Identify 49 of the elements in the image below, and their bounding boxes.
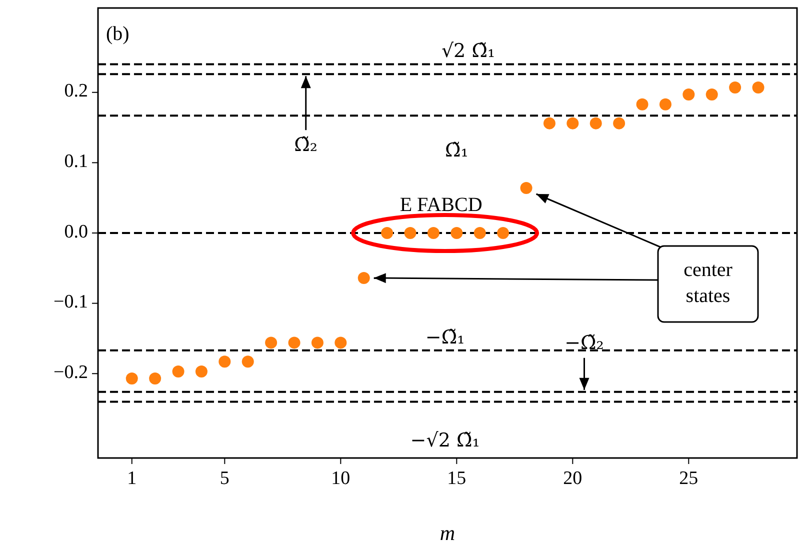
y-tick-label: −0.1 [54, 292, 88, 313]
point [172, 366, 184, 378]
point [729, 81, 742, 94]
point [381, 227, 394, 239]
point [613, 117, 626, 130]
point [195, 366, 208, 378]
x-tick-label: 1 [127, 468, 137, 489]
x-tick-label: 15 [447, 468, 466, 489]
point [242, 356, 254, 368]
point [520, 182, 532, 194]
point [659, 98, 672, 110]
point [706, 88, 718, 100]
ref-line-label: −Ω̃₂ [564, 332, 604, 354]
ref-line-label: Ω̃₂ [294, 134, 318, 156]
point [311, 336, 324, 349]
x-tick-label: 10 [331, 468, 350, 489]
x-axis-title: m [440, 521, 456, 545]
annotation: (b) [106, 23, 130, 45]
x-tick-label: 5 [220, 468, 230, 489]
point [358, 272, 370, 284]
point [404, 227, 416, 239]
point [288, 336, 300, 349]
point [265, 336, 278, 349]
point [474, 227, 486, 239]
y-tick-label: −0.2 [54, 362, 88, 383]
point [126, 372, 138, 385]
point [497, 227, 510, 239]
annotation: E FABCD [400, 194, 482, 216]
point [752, 81, 764, 94]
y-tick-label: 0.0 [64, 221, 88, 242]
point [636, 98, 648, 110]
ref-line-label: √2 Ω̃₁ [441, 40, 496, 62]
point [450, 227, 463, 239]
ref-line-label: −√2 Ω̃₁ [410, 430, 480, 452]
y-tick-label: 0.1 [64, 151, 88, 172]
annotation: center states [684, 259, 733, 307]
x-tick-label: 20 [563, 468, 582, 489]
point [682, 88, 695, 100]
point [427, 227, 440, 239]
point [218, 356, 231, 368]
point [543, 117, 556, 130]
ref-line-label: Ω̃₁ [444, 140, 468, 162]
point [334, 336, 347, 349]
point [590, 117, 602, 130]
point [566, 117, 579, 130]
y-tick-label: 0.2 [64, 80, 88, 102]
x-tick-label: 25 [679, 468, 698, 489]
point [149, 372, 162, 385]
ref-line-label: −Ω̃₁ [425, 326, 465, 348]
